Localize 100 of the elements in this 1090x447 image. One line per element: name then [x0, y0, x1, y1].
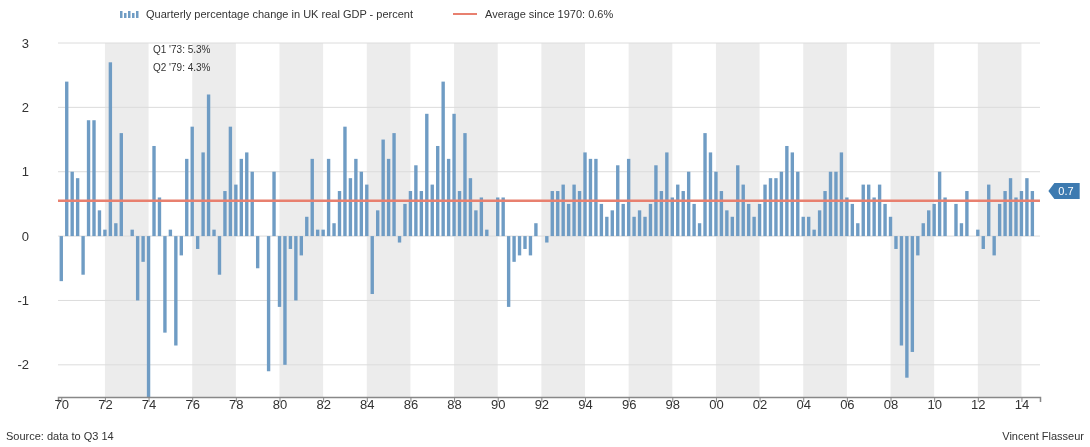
bar: [774, 178, 778, 237]
bar: [1014, 197, 1018, 237]
x-tick-label: 12: [971, 397, 986, 412]
x-tick-label: 92: [534, 397, 550, 412]
bar: [403, 203, 407, 237]
bar: [572, 184, 576, 237]
bar: [714, 171, 718, 237]
bar: [343, 126, 347, 237]
bar: [823, 191, 827, 237]
x-tick-label: 08: [883, 397, 899, 412]
text: Vincent Flasseur: [1002, 430, 1085, 442]
x-tick-label: 14: [1014, 397, 1030, 412]
x-tick-label: 00: [709, 397, 724, 412]
bar: [103, 229, 107, 237]
annotation: 0.7: [1058, 185, 1074, 198]
bar: [152, 145, 156, 237]
x-tick-label: 74: [141, 397, 157, 412]
x-tick-label: 82: [316, 397, 331, 412]
bar: [141, 236, 145, 262]
x-tick-label: 02: [752, 397, 768, 412]
bar: [763, 184, 767, 237]
bar: [501, 197, 505, 237]
bar: [321, 229, 325, 237]
bar: [725, 210, 729, 237]
bar: [817, 210, 822, 237]
bar: [70, 171, 74, 237]
bar: [294, 236, 298, 301]
bar: [785, 145, 789, 237]
bar: [932, 203, 936, 237]
bar: [605, 216, 609, 237]
bar: [212, 229, 216, 237]
y-tick-label: -1: [17, 293, 29, 309]
bar: [561, 184, 565, 237]
y-tick-label: 3: [21, 35, 29, 51]
bar: [545, 236, 549, 243]
bar: [845, 197, 849, 237]
bar: [332, 223, 336, 237]
x-tick-label: 88: [447, 397, 462, 412]
bar: [872, 197, 876, 237]
bar: [883, 203, 887, 237]
bar: [992, 236, 996, 256]
bar: [272, 171, 276, 237]
bar: [610, 210, 614, 237]
x-tick-label: 72: [98, 397, 113, 412]
bar: [654, 165, 658, 237]
bar: [201, 152, 205, 237]
bar: [523, 236, 527, 249]
bar: [163, 236, 167, 333]
bar: [452, 113, 456, 237]
bar: [927, 210, 931, 237]
legend-label: Average since 1970: 0.6%: [485, 8, 614, 20]
bar: [92, 120, 96, 237]
bar: [692, 203, 696, 237]
bar: [81, 236, 85, 275]
x-tick-label: 96: [621, 397, 637, 412]
x-tick-label: 06: [840, 397, 855, 412]
bar: [234, 184, 238, 237]
bar: [512, 236, 516, 262]
bar: [894, 236, 898, 249]
bar: [381, 139, 385, 237]
bar: [376, 210, 380, 237]
x-tick-label: 80: [272, 397, 288, 412]
bar: [643, 216, 647, 237]
bar: [812, 229, 816, 237]
x-tick-label: 98: [665, 397, 681, 412]
bar: [703, 133, 707, 237]
bar: [632, 216, 636, 237]
x-tick-label: 84: [360, 397, 375, 412]
bar: [1003, 191, 1007, 237]
bar: [283, 236, 287, 365]
annotation: Q2 '79: 4.3%: [153, 62, 211, 73]
bar: [114, 223, 118, 237]
bar: [392, 133, 396, 237]
bar: [943, 197, 947, 237]
y-tick-label: 0: [21, 228, 29, 244]
bar: [905, 236, 909, 378]
bar: [354, 158, 358, 237]
x-tick-label: 90: [490, 397, 506, 412]
x-tick-label: 70: [54, 397, 70, 412]
bar: [223, 191, 227, 237]
x-tick-label: 86: [403, 397, 419, 412]
bar: [534, 223, 538, 237]
bar: [637, 210, 642, 237]
bar: [752, 216, 756, 237]
bar: [954, 203, 958, 237]
bar: [397, 236, 402, 243]
bar: [665, 152, 669, 237]
bar: [174, 236, 178, 346]
x-tick-label: 78: [229, 397, 244, 412]
x-tick-label: 04: [796, 397, 811, 412]
bar: [463, 133, 467, 237]
bar: [834, 171, 838, 237]
bar: [583, 152, 587, 237]
bar: [965, 191, 969, 237]
x-tick-label: 10: [927, 397, 942, 412]
legend-label: Quarterly percentage change in UK real GDP - percent: [146, 8, 413, 20]
y-tick-label: -2: [17, 357, 29, 373]
bar: [474, 210, 478, 237]
x-tick-label: 76: [185, 397, 200, 412]
y-tick-label: 1: [21, 164, 29, 180]
